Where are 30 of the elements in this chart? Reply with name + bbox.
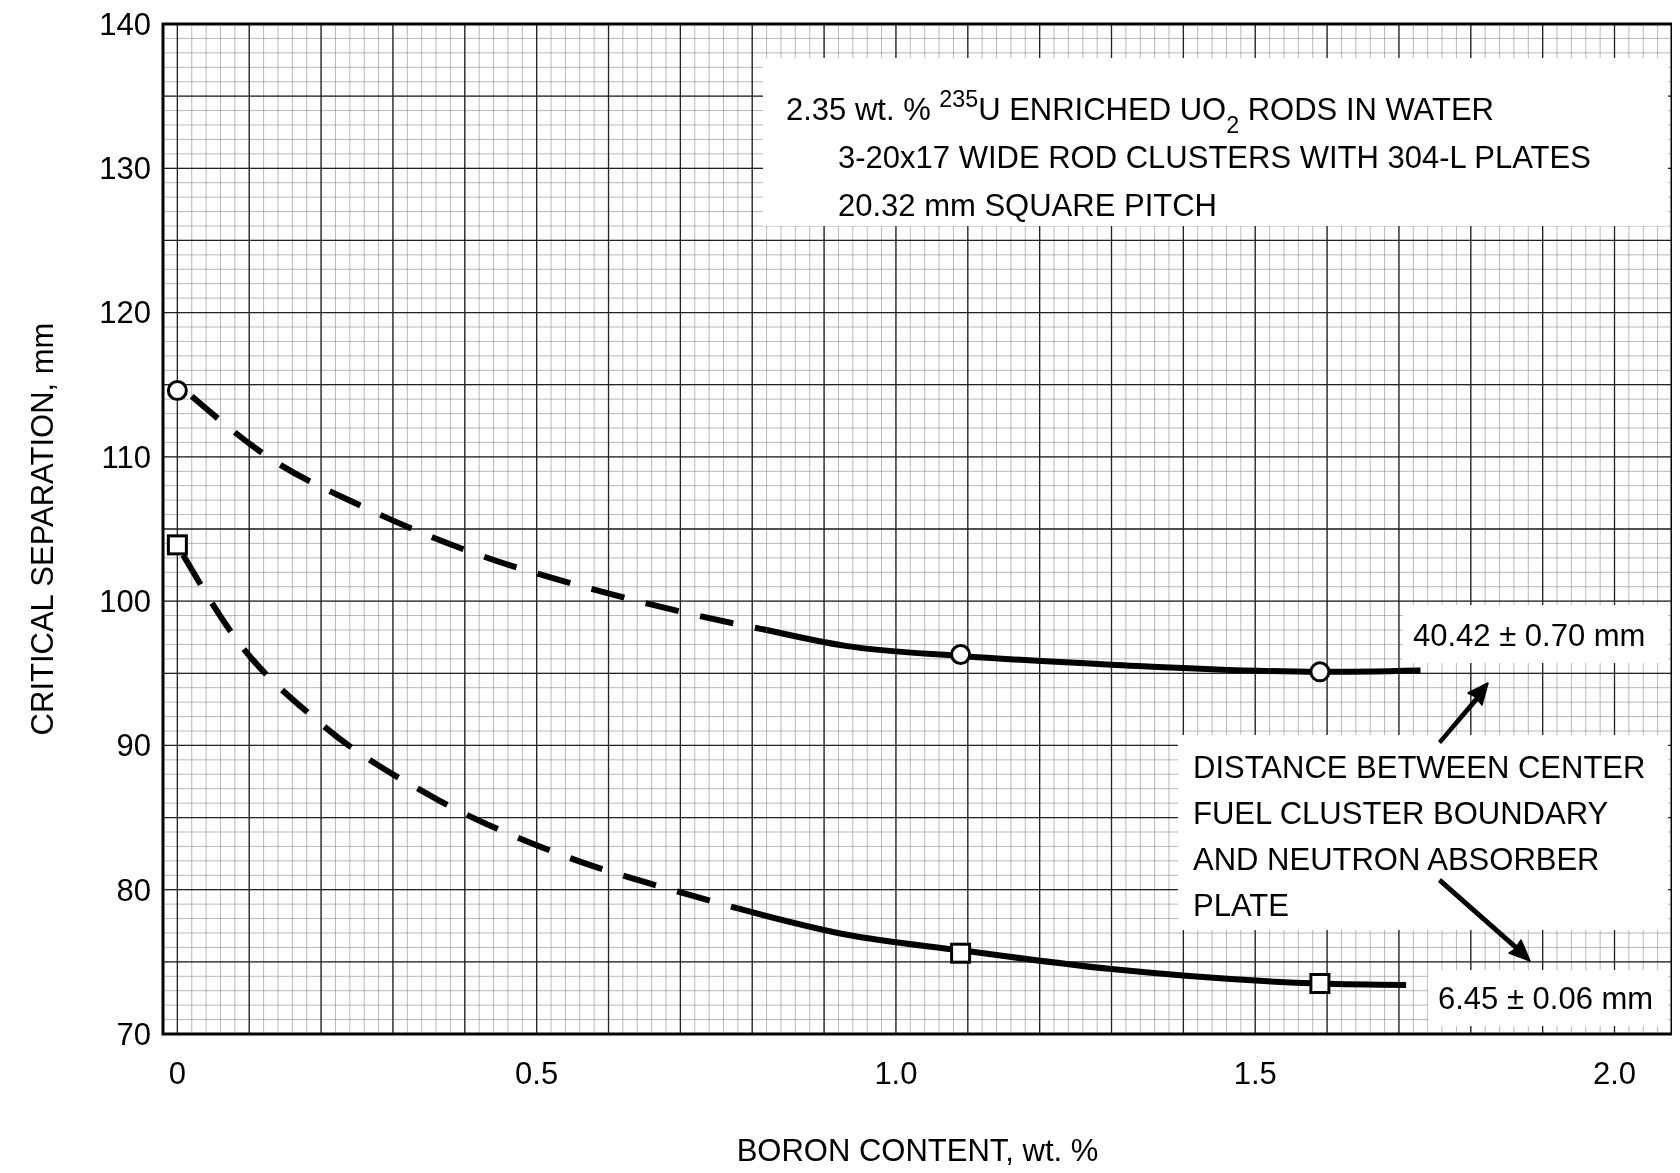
y-tick-label: 110 <box>101 439 151 475</box>
x-tick-label: 0 <box>168 1056 186 1091</box>
point <box>1309 661 1331 683</box>
x-axis-title: BORON CONTENT, wt. % <box>736 1133 1099 1168</box>
point <box>950 942 972 964</box>
y-tick-label: 80 <box>116 872 151 908</box>
y-tick-label: 70 <box>116 1016 151 1052</box>
y-tick-label: 140 <box>99 6 151 42</box>
point <box>1309 973 1331 994</box>
x-tick-label: 2.0 <box>1592 1056 1637 1091</box>
annotation: 2.35 wt. % $^{235}$U ENRICHED UO$_{2}$ RODS IN WATER <box>786 86 1494 138</box>
y-tick-label: 120 <box>99 295 151 331</box>
x-tick-label: 1.5 <box>1233 1056 1277 1091</box>
annotation: AND NEUTRON ABSORBER <box>1193 842 1600 877</box>
y-tick-label: 100 <box>99 583 151 619</box>
annotation: FUEL CLUSTER BOUNDARY <box>1193 796 1609 831</box>
annotation: DISTANCE BETWEEN CENTER <box>1193 750 1646 785</box>
annotation: PLATE <box>1193 888 1289 923</box>
point <box>950 644 972 666</box>
point <box>166 534 188 556</box>
point <box>166 379 188 401</box>
x-tick-label: 0.5 <box>515 1056 559 1091</box>
annotation: 6.45 ± 0.06 mm <box>1438 981 1654 1016</box>
annotation: 40.42 ± 0.70 mm <box>1413 618 1646 653</box>
y-tick-label: 130 <box>99 151 151 187</box>
annotation: 20.32 mm SQUARE PITCH <box>838 188 1217 223</box>
x-tick-label: 1.0 <box>874 1056 918 1091</box>
y-axis-title: CRITICAL SEPARATION, mm <box>25 322 60 736</box>
annotation: 3-20x17 WIDE ROD CLUSTERS WITH 304-L PLATES <box>838 140 1591 175</box>
y-tick-label: 90 <box>116 728 151 764</box>
